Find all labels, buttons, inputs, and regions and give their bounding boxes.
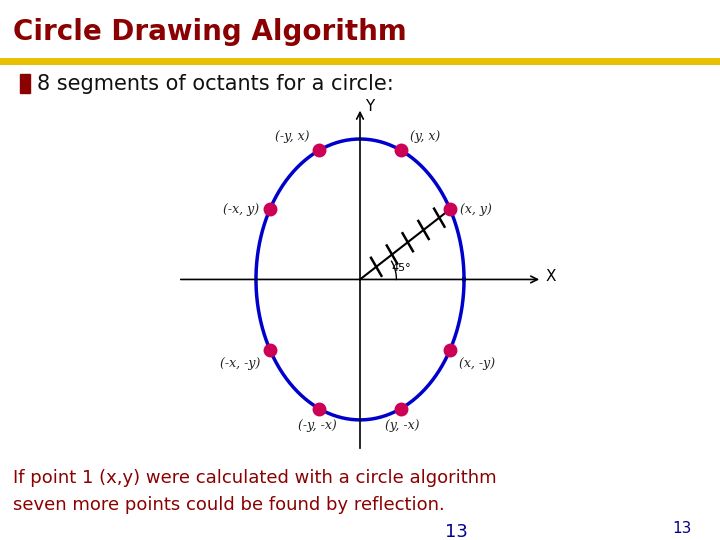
Text: X: X: [545, 269, 556, 284]
Text: 45°: 45°: [391, 263, 411, 273]
Text: (y, x): (y, x): [410, 130, 440, 143]
Text: (y, -x): (y, -x): [385, 419, 420, 432]
Text: (-x, y): (-x, y): [223, 202, 259, 216]
Text: 8 segments of octants for a circle:: 8 segments of octants for a circle:: [37, 74, 394, 94]
Text: seven more points could be found by reflection.: seven more points could be found by refl…: [13, 496, 445, 515]
Text: If point 1 (x,y) were calculated with a circle algorithm: If point 1 (x,y) were calculated with a …: [13, 469, 497, 487]
Text: (-x, -y): (-x, -y): [220, 357, 261, 370]
Text: (-y, x): (-y, x): [276, 130, 310, 143]
Bar: [20, 75, 30, 93]
Text: 13: 13: [672, 521, 691, 536]
Text: (-y, -x): (-y, -x): [298, 419, 337, 432]
Text: Y: Y: [365, 99, 374, 114]
Text: (x, -y): (x, -y): [459, 357, 495, 370]
Text: (x, y): (x, y): [461, 202, 492, 216]
Text: 13: 13: [445, 523, 468, 540]
Text: Circle Drawing Algorithm: Circle Drawing Algorithm: [13, 18, 407, 46]
